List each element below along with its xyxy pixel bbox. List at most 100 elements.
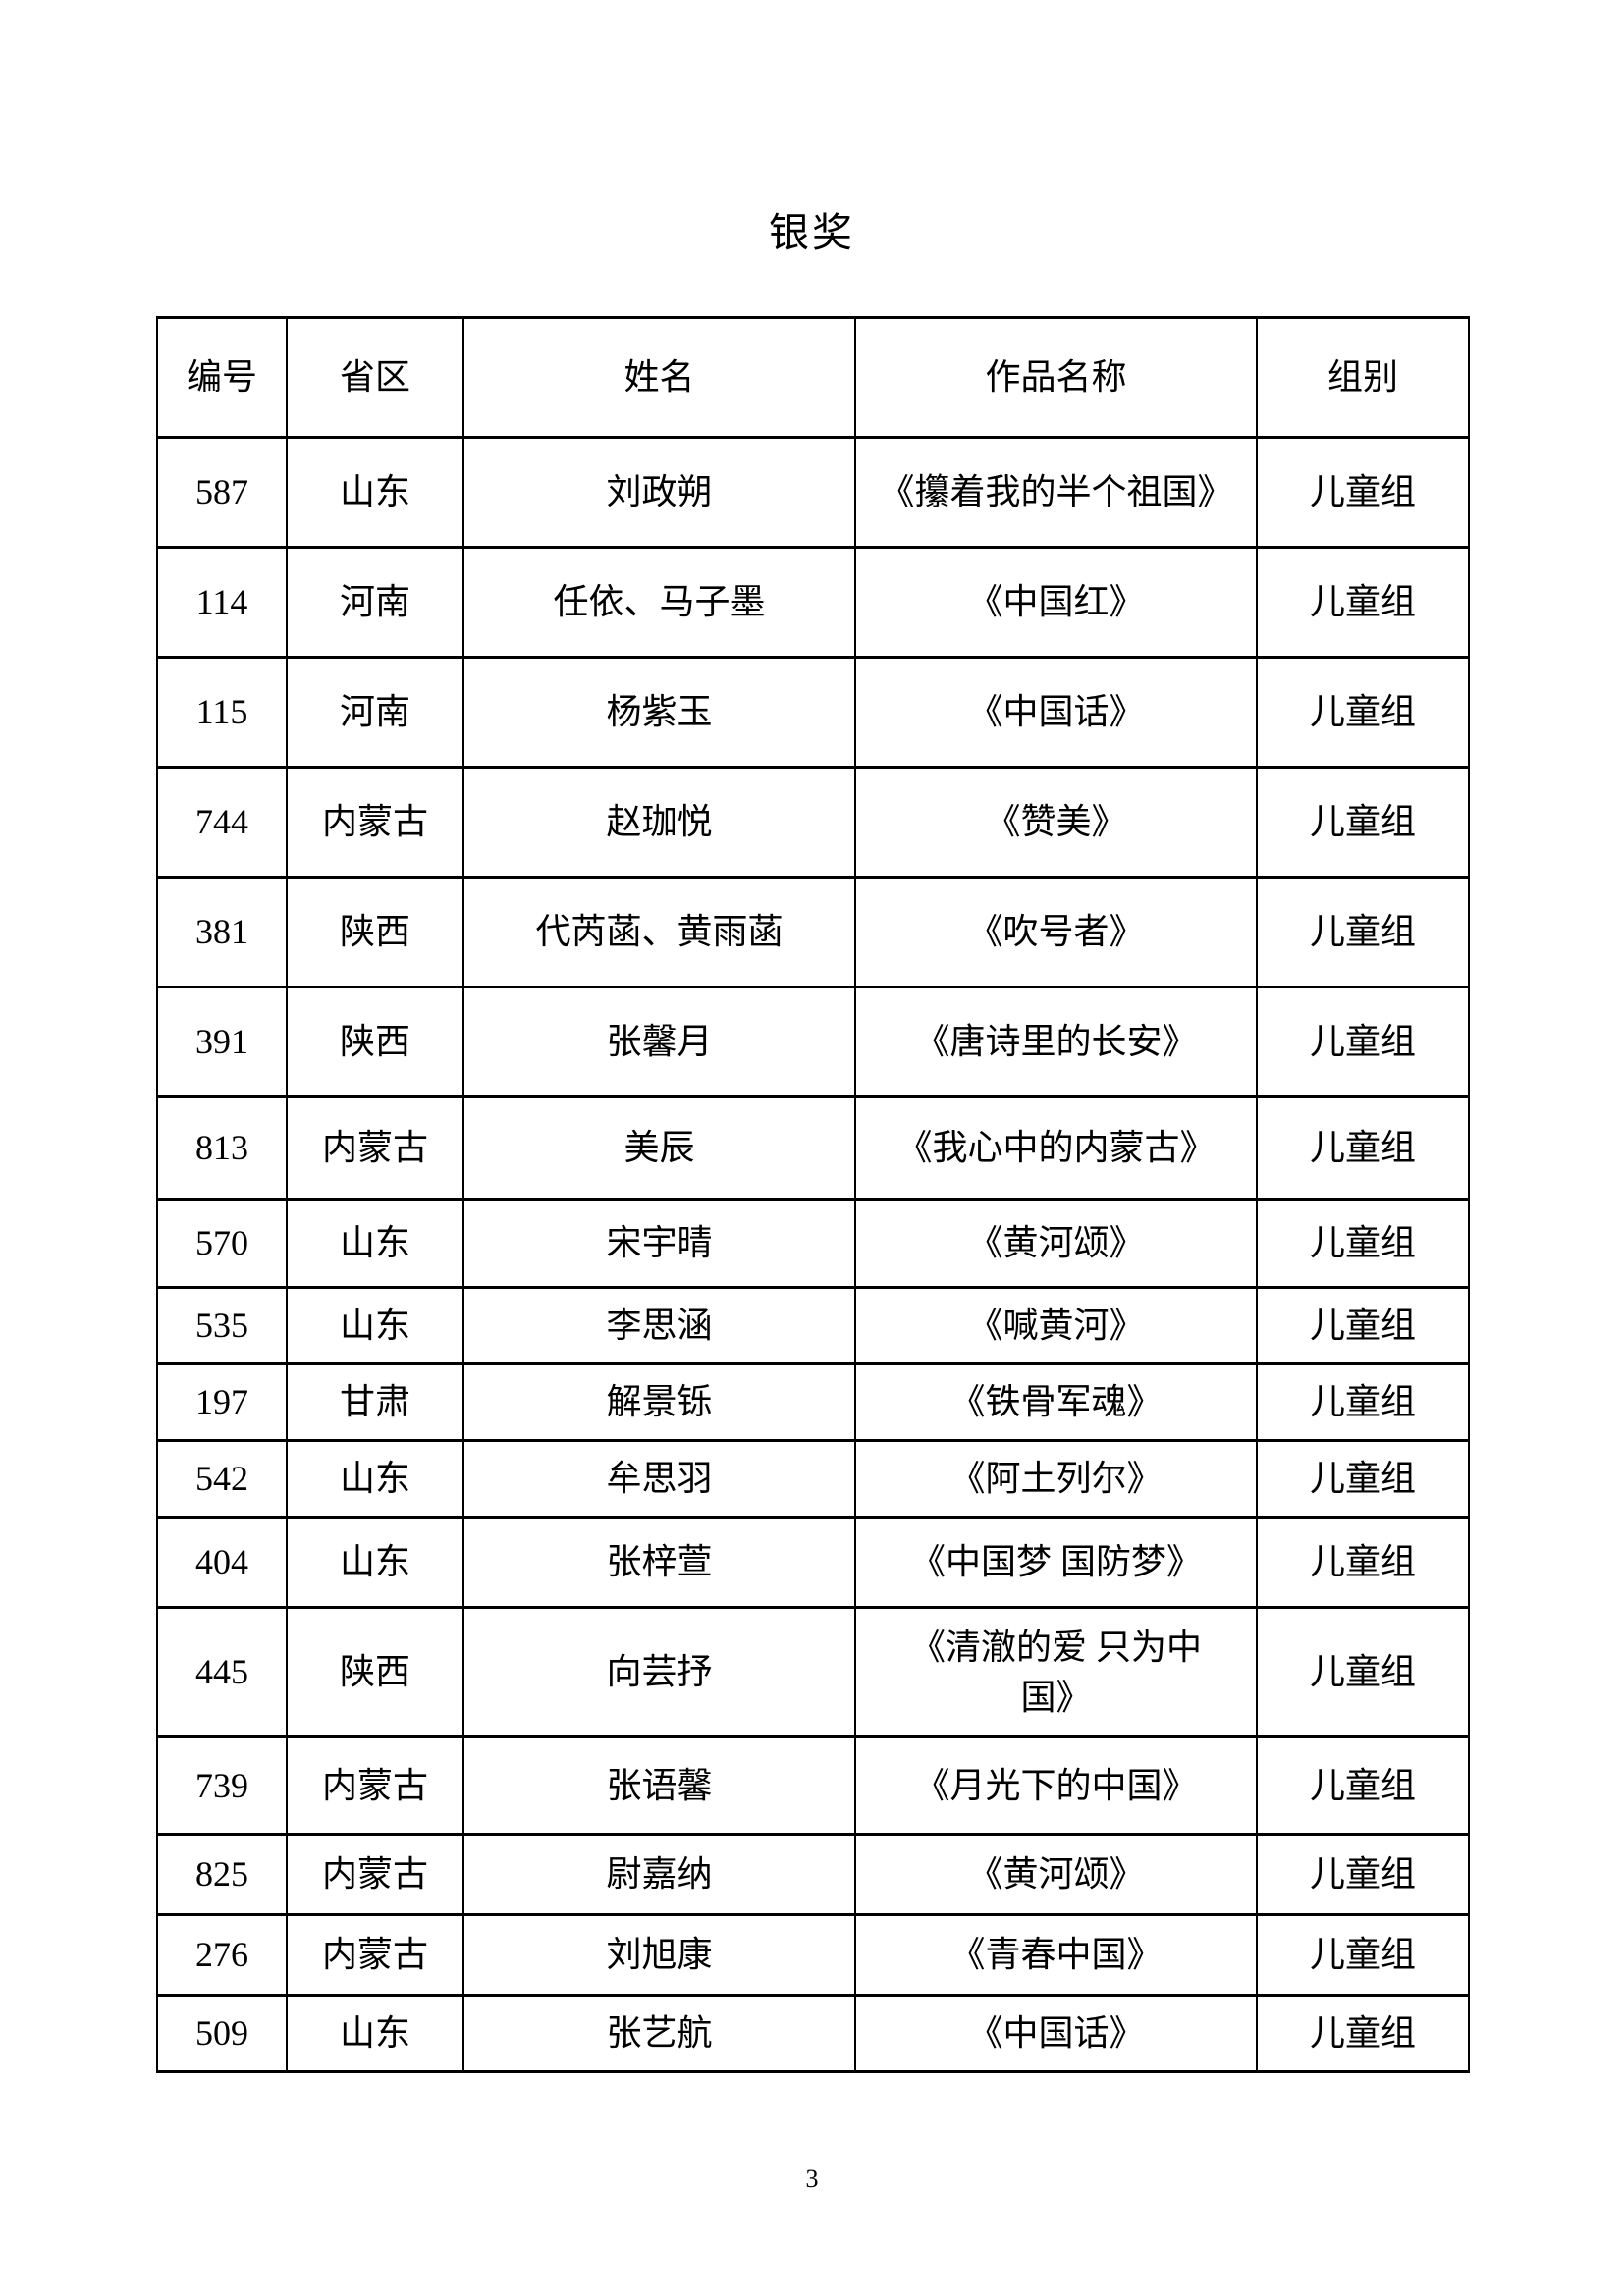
table-row: 744 内蒙古 赵珈悦 《赞美》 儿童组: [156, 766, 1470, 879]
cell-work: 《喊黄河》: [854, 1286, 1258, 1365]
cell-group: 儿童组: [1256, 876, 1470, 988]
cell-name: 张语馨: [462, 1735, 856, 1836]
cell-id: 825: [156, 1833, 288, 1916]
column-header-group: 组别: [1256, 316, 1470, 439]
cell-group: 儿童组: [1256, 1198, 1470, 1289]
table-row: 276 内蒙古 刘旭康 《青春中国》 儿童组: [156, 1913, 1470, 1997]
award-table: 编号 省区 姓名 作品名称 组别 587 山东 刘政朔 《攥着我的半个祖国》 儿童组 11…: [156, 316, 1470, 2073]
cell-id: 542: [156, 1439, 288, 1519]
cell-group: 儿童组: [1256, 1833, 1470, 1916]
cell-name: 李思涵: [462, 1286, 856, 1365]
table-row: 197 甘肃 解景铄 《铁骨军魂》 儿童组: [156, 1362, 1470, 1442]
cell-province: 山东: [286, 436, 464, 549]
cell-name: 赵珈悦: [462, 766, 856, 879]
cell-id: 744: [156, 766, 288, 879]
cell-work: 《阿土列尔》: [854, 1439, 1258, 1519]
column-header-id: 编号: [156, 316, 288, 439]
cell-id: 381: [156, 876, 288, 988]
cell-work: 《中国红》: [854, 546, 1258, 659]
cell-name: 刘旭康: [462, 1913, 856, 1997]
cell-province: 河南: [286, 656, 464, 769]
cell-group: 儿童组: [1256, 546, 1470, 659]
cell-province: 山东: [286, 1439, 464, 1519]
table-row: 404 山东 张梓萱 《中国梦 国防梦》 儿童组: [156, 1516, 1470, 1609]
table-row: 813 内蒙古 美辰 《我心中的内蒙古》 儿童组: [156, 1095, 1470, 1201]
cell-id: 509: [156, 1994, 288, 2073]
cell-work: 《中国梦 国防梦》: [854, 1516, 1258, 1609]
cell-province: 山东: [286, 1994, 464, 2073]
cell-work: 《攥着我的半个祖国》: [854, 436, 1258, 549]
cell-name: 牟思羽: [462, 1439, 856, 1519]
cell-province: 山东: [286, 1516, 464, 1609]
cell-id: 114: [156, 546, 288, 659]
cell-work: 《清澈的爱 只为中 国》: [854, 1606, 1258, 1738]
cell-name: 向芸抒: [462, 1606, 856, 1738]
table-row: 381 陕西 代芮菡、黄雨菡 《吹号者》 儿童组: [156, 876, 1470, 988]
table-row: 535 山东 李思涵 《喊黄河》 儿童组: [156, 1286, 1470, 1365]
cell-province: 山东: [286, 1286, 464, 1365]
cell-id: 739: [156, 1735, 288, 1836]
cell-province: 陕西: [286, 876, 464, 988]
cell-group: 儿童组: [1256, 656, 1470, 769]
cell-work: 《赞美》: [854, 766, 1258, 879]
cell-group: 儿童组: [1256, 1095, 1470, 1201]
cell-name: 解景铄: [462, 1362, 856, 1442]
cell-name: 宋宇晴: [462, 1198, 856, 1289]
cell-group: 儿童组: [1256, 1913, 1470, 1997]
cell-id: 404: [156, 1516, 288, 1609]
table-row: 115 河南 杨紫玉 《中国话》 儿童组: [156, 656, 1470, 769]
table-row: 114 河南 任依、马子墨 《中国红》 儿童组: [156, 546, 1470, 659]
cell-work: 《月光下的中国》: [854, 1735, 1258, 1836]
cell-work: 《铁骨军魂》: [854, 1362, 1258, 1442]
table-row: 509 山东 张艺航 《中国话》 儿童组: [156, 1994, 1470, 2073]
cell-province: 内蒙古: [286, 1735, 464, 1836]
cell-name: 任依、马子墨: [462, 546, 856, 659]
table-body: 587 山东 刘政朔 《攥着我的半个祖国》 儿童组 114 河南 任依、马子墨 《中国红》 儿童组…: [156, 436, 1470, 2073]
cell-group: 儿童组: [1256, 436, 1470, 549]
cell-province: 山东: [286, 1198, 464, 1289]
cell-id: 391: [156, 986, 288, 1098]
cell-id: 570: [156, 1198, 288, 1289]
table-row: 739 内蒙古 张语馨 《月光下的中国》 儿童组: [156, 1735, 1470, 1836]
cell-id: 813: [156, 1095, 288, 1201]
cell-work: 《我心中的内蒙古》: [854, 1095, 1258, 1201]
cell-province: 内蒙古: [286, 1833, 464, 1916]
cell-name: 张梓萱: [462, 1516, 856, 1609]
cell-group: 儿童组: [1256, 1994, 1470, 2073]
cell-id: 276: [156, 1913, 288, 1997]
cell-group: 儿童组: [1256, 1516, 1470, 1609]
cell-work: 《吹号者》: [854, 876, 1258, 988]
table-row: 570 山东 宋宇晴 《黄河颂》 儿童组: [156, 1198, 1470, 1289]
cell-province: 陕西: [286, 986, 464, 1098]
column-header-name: 姓名: [462, 316, 856, 439]
cell-work: 《唐诗里的长安》: [854, 986, 1258, 1098]
cell-work: 《中国话》: [854, 656, 1258, 769]
table-row: 391 陕西 张馨月 《唐诗里的长安》 儿童组: [156, 986, 1470, 1098]
cell-province: 甘肃: [286, 1362, 464, 1442]
cell-id: 115: [156, 656, 288, 769]
table-row: 445 陕西 向芸抒 《清澈的爱 只为中 国》 儿童组: [156, 1606, 1470, 1738]
page-title: 银奖: [769, 210, 855, 255]
cell-name: 张艺航: [462, 1994, 856, 2073]
cell-group: 儿童组: [1256, 1606, 1470, 1738]
cell-group: 儿童组: [1256, 766, 1470, 879]
cell-group: 儿童组: [1256, 1286, 1470, 1365]
cell-province: 陕西: [286, 1606, 464, 1738]
cell-id: 197: [156, 1362, 288, 1442]
table-row: 587 山东 刘政朔 《攥着我的半个祖国》 儿童组: [156, 436, 1470, 549]
cell-work: 《黄河颂》: [854, 1833, 1258, 1916]
cell-group: 儿童组: [1256, 1362, 1470, 1442]
column-header-province: 省区: [286, 316, 464, 439]
cell-id: 587: [156, 436, 288, 549]
cell-province: 河南: [286, 546, 464, 659]
cell-id: 535: [156, 1286, 288, 1365]
cell-name: 美辰: [462, 1095, 856, 1201]
cell-name: 杨紫玉: [462, 656, 856, 769]
cell-group: 儿童组: [1256, 1439, 1470, 1519]
cell-group: 儿童组: [1256, 1735, 1470, 1836]
cell-name: 尉嘉纳: [462, 1833, 856, 1916]
table-header: 编号 省区 姓名 作品名称 组别: [156, 316, 1470, 439]
table-row: 825 内蒙古 尉嘉纳 《黄河颂》 儿童组: [156, 1833, 1470, 1916]
cell-province: 内蒙古: [286, 1913, 464, 1997]
